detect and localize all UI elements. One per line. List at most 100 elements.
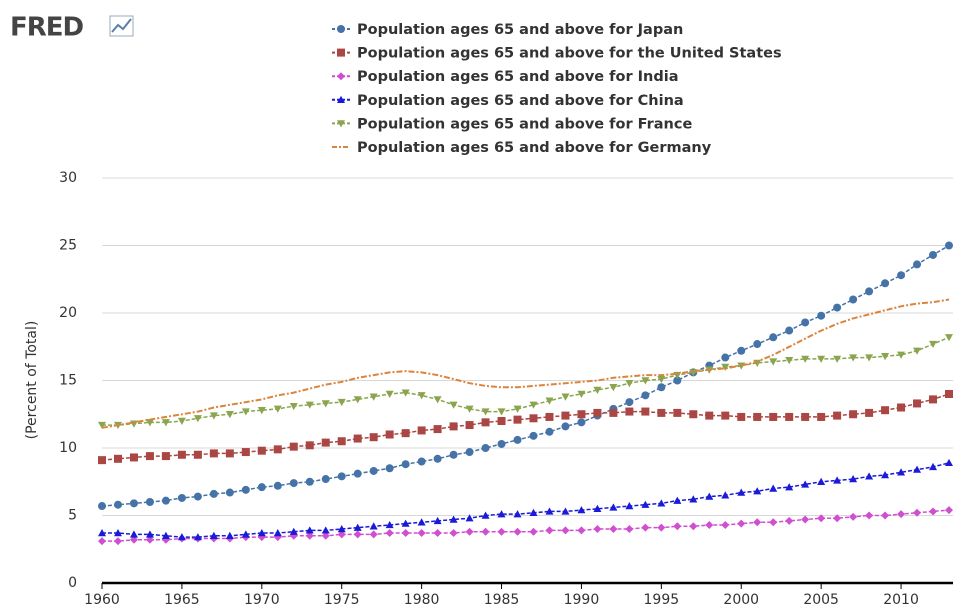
- marker: [465, 405, 474, 413]
- marker: [817, 355, 826, 363]
- marker: [273, 529, 282, 537]
- marker: [657, 499, 666, 507]
- marker: [193, 450, 202, 459]
- y-tick-label: 30: [59, 170, 77, 186]
- marker: [241, 485, 250, 494]
- marker: [449, 515, 458, 523]
- marker: [865, 354, 874, 362]
- marker: [657, 408, 666, 417]
- marker: [129, 420, 138, 428]
- marker: [785, 326, 794, 335]
- marker: [865, 511, 874, 520]
- x-tick-label: 1970: [244, 592, 280, 607]
- marker: [913, 347, 922, 355]
- marker: [897, 468, 906, 476]
- series-line: [102, 336, 950, 426]
- marker: [401, 460, 410, 469]
- marker: [401, 529, 410, 538]
- marker: [145, 535, 154, 544]
- marker: [753, 340, 762, 349]
- marker: [689, 495, 698, 503]
- marker: [289, 402, 298, 411]
- marker: [177, 450, 186, 459]
- marker: [481, 511, 490, 519]
- marker: [337, 95, 345, 103]
- marker: [481, 527, 490, 536]
- marker: [369, 522, 378, 530]
- marker: [497, 417, 506, 425]
- legend-label: Population ages 65 and above for France: [357, 116, 692, 132]
- marker: [257, 407, 266, 415]
- marker: [561, 422, 570, 431]
- marker: [353, 469, 362, 478]
- marker: [193, 533, 202, 541]
- marker: [593, 504, 602, 512]
- marker: [785, 412, 794, 421]
- marker: [929, 462, 938, 471]
- marker: [321, 475, 330, 484]
- marker: [465, 514, 474, 522]
- marker: [801, 480, 810, 488]
- marker: [129, 530, 138, 538]
- marker: [225, 531, 234, 539]
- marker: [929, 507, 938, 516]
- marker: [273, 445, 282, 454]
- marker: [833, 411, 842, 420]
- marker: [833, 514, 842, 523]
- marker: [881, 471, 890, 479]
- marker: [241, 408, 250, 416]
- marker: [257, 529, 266, 537]
- marker: [465, 448, 474, 457]
- marker: [98, 421, 106, 430]
- marker: [865, 287, 874, 296]
- marker: [98, 537, 106, 546]
- marker: [673, 408, 682, 417]
- marker: [929, 340, 938, 349]
- marker: [785, 516, 794, 525]
- logo: FRED: [10, 13, 84, 43]
- logo-icon: [109, 15, 134, 37]
- marker: [657, 383, 666, 392]
- marker: [417, 518, 426, 526]
- marker: [849, 295, 858, 304]
- marker: [98, 502, 106, 511]
- marker: [945, 458, 953, 467]
- marker: [417, 426, 426, 435]
- marker: [98, 529, 106, 537]
- marker: [625, 502, 634, 510]
- series-line: [102, 462, 950, 538]
- marker: [337, 120, 345, 128]
- marker: [385, 520, 394, 529]
- marker: [161, 496, 170, 505]
- marker: [593, 408, 602, 417]
- marker: [657, 375, 666, 384]
- marker: [98, 456, 106, 465]
- legend-item: Population ages 65 and above for the Uni…: [332, 46, 782, 62]
- marker: [145, 498, 154, 506]
- marker: [913, 508, 922, 517]
- marker: [321, 438, 330, 447]
- marker: [545, 397, 554, 405]
- marker: [129, 499, 138, 508]
- marker: [849, 410, 858, 419]
- series: [101, 298, 950, 429]
- marker: [113, 454, 122, 463]
- marker: [305, 441, 314, 450]
- marker: [593, 386, 602, 394]
- marker: [625, 525, 634, 533]
- marker: [705, 411, 714, 420]
- marker: [721, 411, 730, 420]
- marker: [945, 241, 953, 250]
- marker: [513, 405, 522, 413]
- marker: [385, 430, 394, 439]
- marker: [481, 444, 490, 452]
- marker: [305, 526, 314, 534]
- marker: [561, 507, 570, 515]
- series: [98, 334, 953, 430]
- marker: [721, 353, 730, 362]
- marker: [225, 488, 234, 497]
- marker: [721, 363, 730, 371]
- marker: [481, 418, 490, 427]
- marker: [641, 407, 650, 416]
- marker: [769, 412, 778, 421]
